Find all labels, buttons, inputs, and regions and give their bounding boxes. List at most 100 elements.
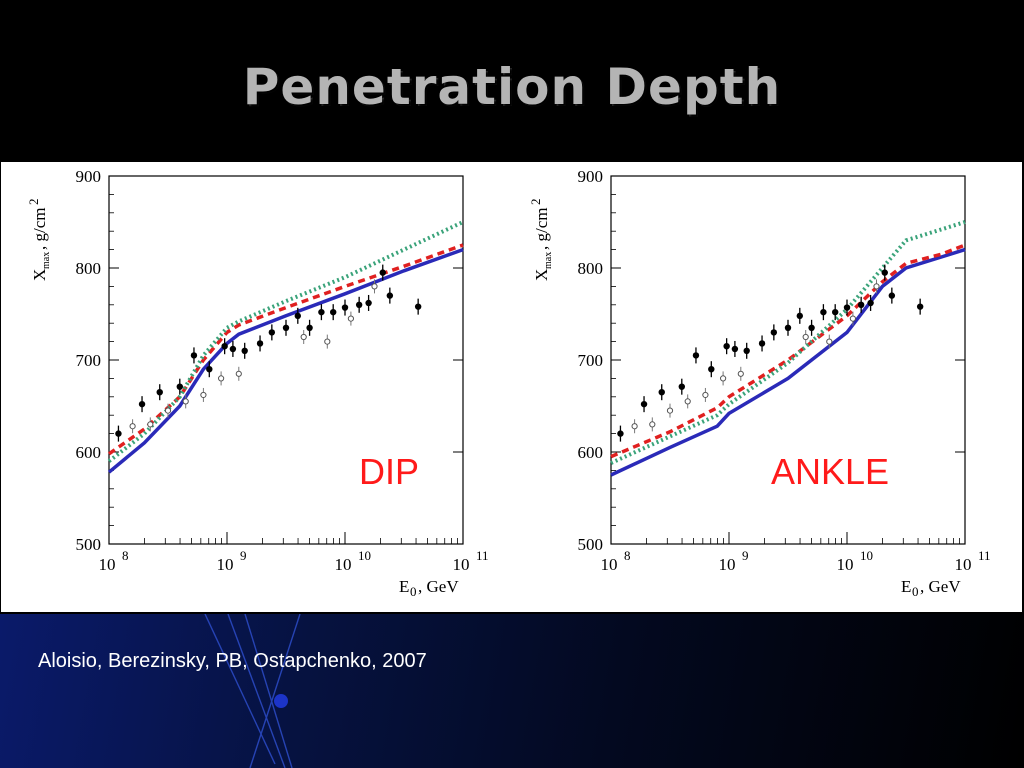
data-point-open [147,421,154,428]
data-point-open [200,391,207,399]
data-point-open [129,423,136,430]
data-point [678,383,685,390]
x-tick-exponent: 11 [978,548,991,563]
x-tick-label: 10 [217,555,234,574]
data-point [916,303,924,310]
data-point-open [849,315,857,322]
data-point [138,400,146,408]
y-axis-title-unit: , g/cm [30,208,49,251]
data-point [843,304,851,311]
y-tick-label: 500 [578,535,604,554]
y-tick-label: 800 [578,259,604,278]
data-point-open [737,370,744,377]
footer-background [0,614,1024,768]
data-point [365,299,372,307]
series-dashed-line [610,243,966,459]
data-point [206,366,213,373]
x-axis-title-sub: 0 [410,584,417,599]
data-point-open [802,333,809,341]
data-point [379,269,386,276]
data-point-open [684,398,691,405]
y-tick-label: 800 [76,259,102,278]
y-tick-label: 900 [578,167,604,186]
data-point-open [631,423,638,430]
x-axis-title-unit: , GeV [920,577,961,596]
data-point-open [300,333,307,341]
y-axis-title-exp: 2 [26,199,41,206]
data-point [731,345,739,353]
y-tick-label: 600 [578,443,604,462]
x-axis-title-unit: , GeV [418,577,459,596]
data-point [414,303,422,310]
chart-panel-1: 500 600 700 800 900 10 8 10 9 10 10 10 11 E 0, GeV Xmax… [528,167,991,599]
data-point-open [164,407,172,414]
data-point [282,324,290,331]
x-tick-exponent: 10 [358,548,371,563]
x-tick-exponent: 11 [476,548,489,563]
y-axis-title-exp: 2 [528,199,543,206]
y-tick-label: 700 [578,351,604,370]
data-point [784,324,792,331]
data-point [832,308,839,316]
data-point [355,301,363,308]
data-point [341,304,349,311]
data-point [115,430,122,437]
data-point-open [371,283,378,290]
data-point [617,430,624,437]
panel-label-dip: DIP [359,451,419,492]
x-tick-exponent: 8 [624,548,631,563]
data-point [857,301,865,308]
data-point [294,312,301,320]
data-point [692,352,700,359]
data-point-open [347,315,354,322]
y-axis-title-sub: max [41,252,52,269]
y-tick-label: 900 [76,167,102,186]
data-point [758,340,766,347]
data-point-open [873,283,880,290]
chart-panel-0: 500 600 700 800 900 10 8 10 9 10 10 10 11 E 0, GeV Xmax… [26,167,489,599]
citation-text: Aloisio, Berezinsky, PB, Ostapchenko, 20… [38,650,427,672]
data-point-open [720,375,727,382]
panel-label-ankle: ANKLE [771,451,889,492]
slide-title: Penetration Depth [242,58,782,116]
x-tick-label: 10 [955,555,972,574]
data-point [256,340,264,347]
data-point [640,400,648,408]
y-axis-title-main: X [532,269,551,281]
series-dotted-line [610,220,966,465]
series-dotted-line [107,220,464,463]
data-point [386,292,394,299]
x-tick-label: 10 [719,555,736,574]
data-point [221,343,228,350]
data-point [330,308,337,316]
data-point [770,329,778,336]
data-point [176,383,183,390]
data-point-open [182,398,189,405]
data-point [743,347,750,354]
decorative-dot [274,694,288,708]
data-point [268,329,276,336]
x-tick-label: 10 [453,555,470,574]
data-point [881,269,888,276]
x-tick-exponent: 9 [742,548,749,563]
y-tick-label: 700 [76,351,102,370]
data-point [156,389,163,396]
y-axis-title-unit: , g/cm [532,208,551,251]
data-point-open [235,370,242,377]
x-axis-title: E [901,577,911,596]
data-point [658,389,665,396]
x-tick-label: 10 [335,555,352,574]
decorative-swoosh [204,614,301,768]
x-tick-label: 10 [837,555,854,574]
y-axis-title-main: X [30,269,49,281]
data-point [306,324,313,331]
x-tick-label: 10 [601,555,618,574]
data-point-open [649,421,656,428]
data-point-open [702,391,709,399]
data-point [229,345,237,353]
x-axis-title: E [399,577,409,596]
data-point [867,299,874,307]
